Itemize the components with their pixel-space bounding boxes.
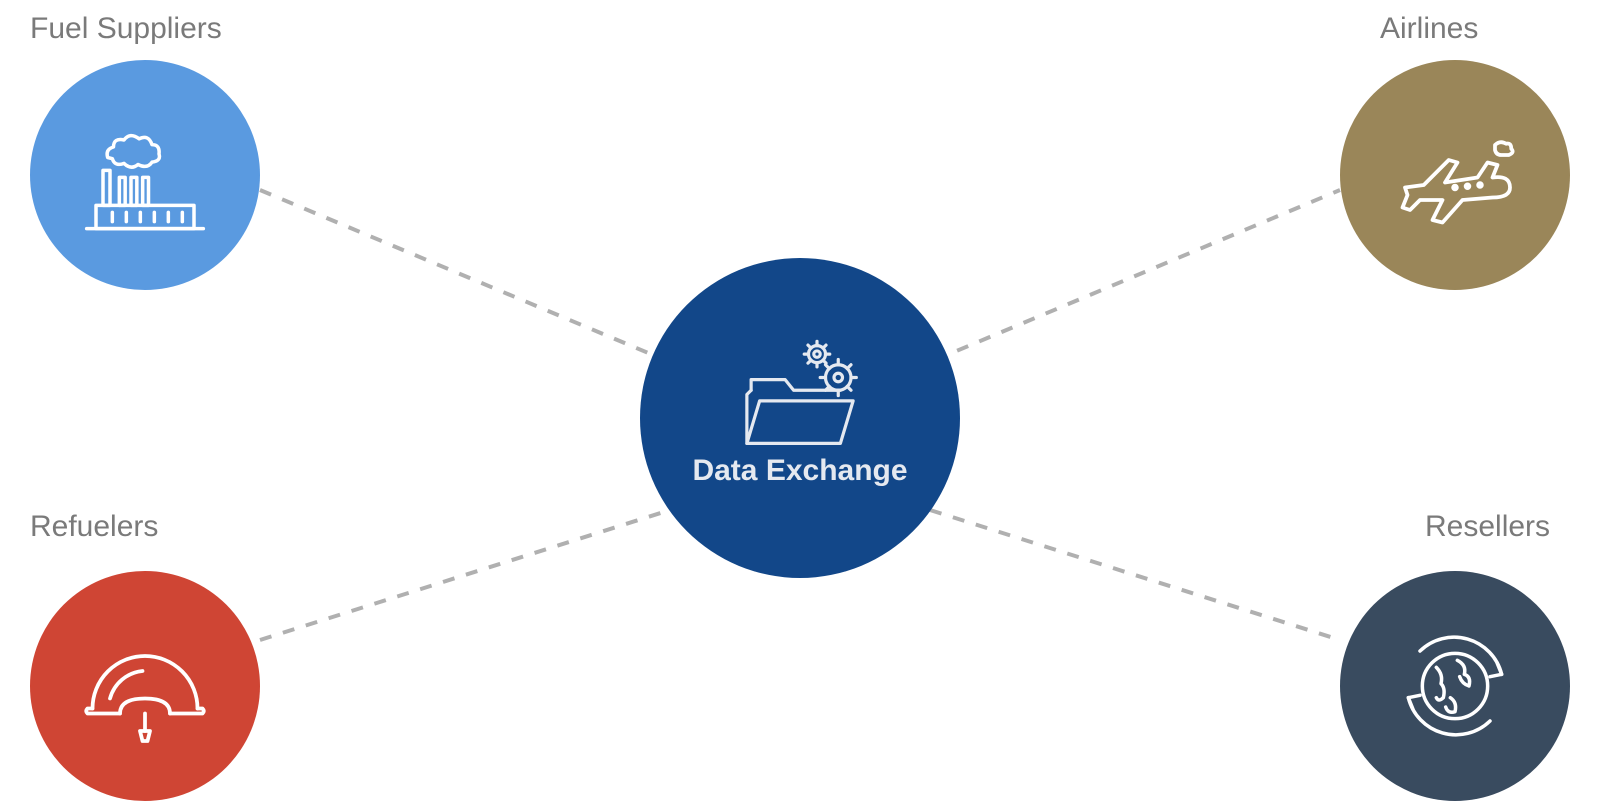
connector-refuelers [260,510,670,640]
connector-resellers [930,510,1340,640]
refuelers-label: Refuelers [30,510,158,544]
resellers-label: Resellers [1425,510,1550,544]
connector-fuel-suppliers [260,190,665,360]
data-exchange-label: Data Exchange [640,454,960,488]
fuel-suppliers-node [30,60,260,290]
connector-airlines [935,190,1340,360]
gauge-icon [70,611,220,761]
fuel-suppliers-label: Fuel Suppliers [30,12,222,46]
refuelers-node [30,571,260,801]
factory-icon [75,105,215,245]
globe-arrows-icon [1385,616,1525,756]
resellers-node [1340,571,1570,801]
airplane-icon [1380,100,1530,250]
data-exchange-node: Data Exchange [640,258,960,578]
airlines-node [1340,60,1570,290]
airlines-label: Airlines [1380,12,1478,46]
